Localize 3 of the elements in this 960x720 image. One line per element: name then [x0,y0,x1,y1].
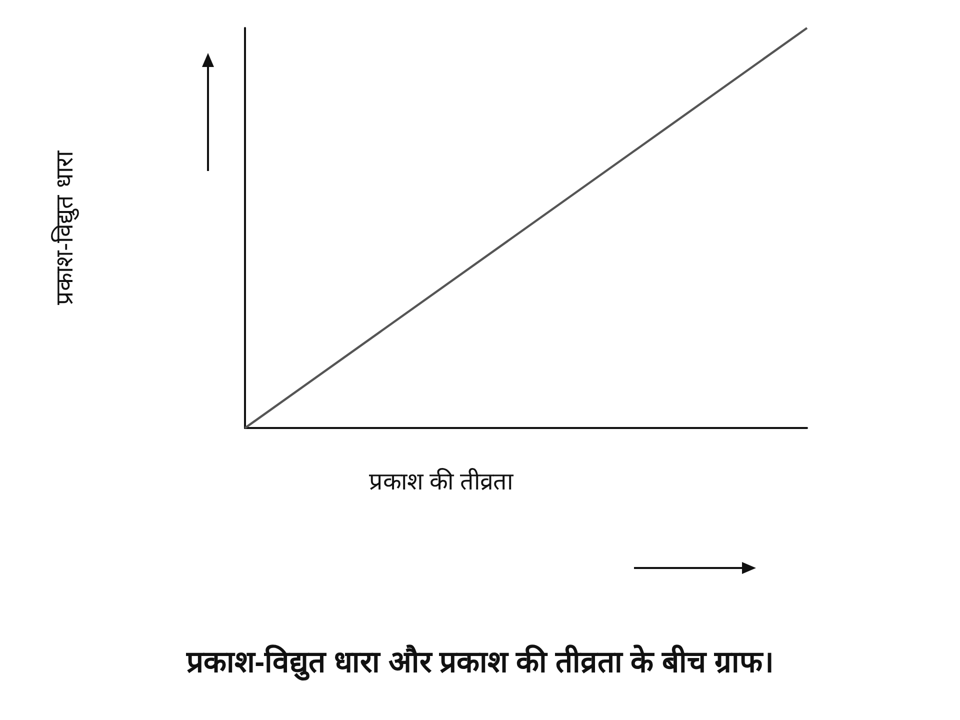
x-axis-title: प्रकाश की तीव्रता [368,468,514,496]
y-axis-title: प्रकाश-विद्युत धारा [50,150,80,305]
text: प्रकाश-विद्युत धारा और प्रकाश की तीव्रता के बीच ग्राफ। [185,644,774,681]
